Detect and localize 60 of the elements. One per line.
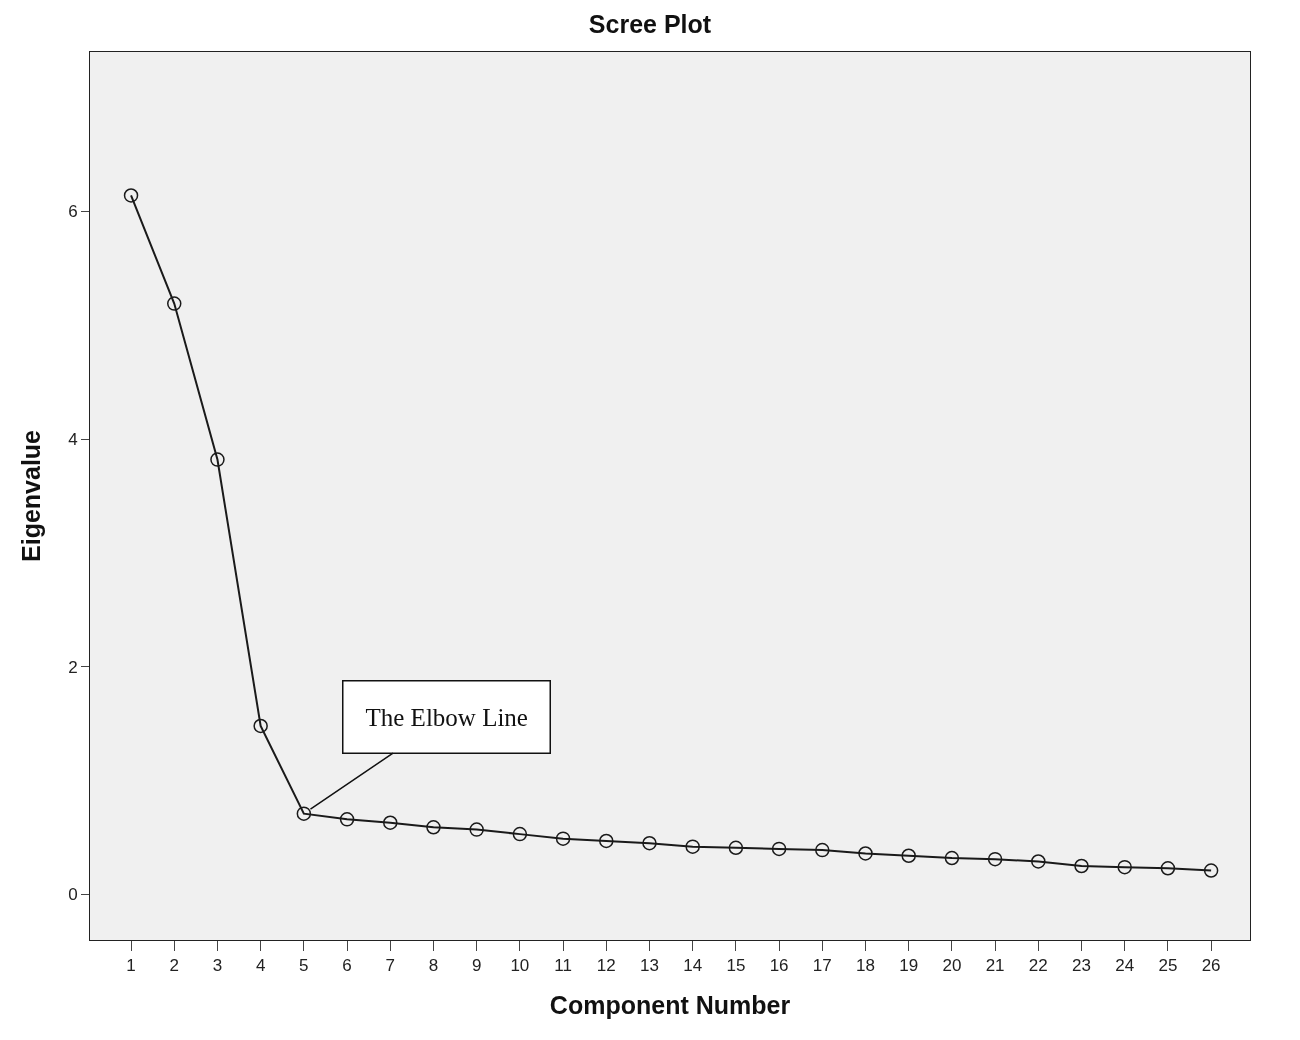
x-tick-label: 26 bbox=[1201, 956, 1221, 976]
point bbox=[815, 842, 830, 858]
point bbox=[858, 846, 873, 861]
x-tick-label: 20 bbox=[942, 956, 962, 976]
x-tick-label: 21 bbox=[985, 956, 1005, 976]
x-tick-label: 8 bbox=[428, 956, 439, 976]
annotation: The Elbow Line bbox=[365, 703, 528, 731]
x-tick-label: 12 bbox=[596, 956, 616, 976]
x-tick-label: 10 bbox=[510, 956, 530, 976]
point bbox=[123, 188, 139, 203]
y-tick-label: 4 bbox=[68, 430, 78, 450]
point bbox=[253, 718, 268, 734]
x-tick-label: 25 bbox=[1158, 956, 1178, 976]
x-tick-label: 2 bbox=[169, 956, 179, 976]
point bbox=[167, 296, 182, 311]
x-tick-label: 7 bbox=[385, 956, 395, 976]
y-tick-label: 2 bbox=[68, 657, 78, 677]
point bbox=[210, 452, 225, 467]
x-tick-label: 16 bbox=[769, 956, 789, 976]
point bbox=[1160, 861, 1176, 876]
x-tick-label: 15 bbox=[726, 956, 746, 976]
point bbox=[512, 826, 528, 842]
point bbox=[555, 831, 571, 846]
y-tick-label: 0 bbox=[68, 885, 78, 905]
x-tick-label: 23 bbox=[1072, 956, 1091, 976]
point bbox=[987, 851, 1003, 867]
point bbox=[1031, 854, 1046, 869]
x-axis-title: Component Number bbox=[549, 991, 791, 1020]
x-tick-label: 24 bbox=[1115, 956, 1135, 976]
y-tick-label: 6 bbox=[68, 202, 78, 222]
point bbox=[339, 812, 355, 827]
point bbox=[383, 815, 398, 830]
point bbox=[1074, 858, 1089, 874]
point bbox=[642, 835, 657, 851]
x-tick-label: 1 bbox=[126, 956, 136, 976]
chart-title: Scree Plot bbox=[588, 10, 712, 39]
x-tick-label: 9 bbox=[471, 956, 482, 976]
x-tick-label: 4 bbox=[255, 956, 266, 976]
x-tick-label: 5 bbox=[299, 956, 309, 976]
x-tick-label: 14 bbox=[683, 956, 703, 976]
point bbox=[1117, 859, 1132, 875]
x-tick-label: 17 bbox=[812, 956, 832, 976]
x-tick-label: 13 bbox=[640, 956, 659, 976]
x-tick-label: 3 bbox=[212, 956, 223, 976]
x-tick-label: 11 bbox=[554, 956, 572, 976]
point bbox=[728, 840, 744, 856]
point bbox=[1203, 863, 1219, 878]
x-tick-label: 19 bbox=[899, 956, 919, 976]
point bbox=[901, 848, 916, 863]
point bbox=[426, 820, 441, 835]
point bbox=[469, 822, 484, 837]
point bbox=[685, 839, 700, 854]
point bbox=[771, 841, 787, 857]
y-axis-title: Eigenvalue bbox=[16, 429, 45, 562]
x-tick-label: 22 bbox=[1028, 956, 1048, 976]
point bbox=[296, 806, 312, 821]
point bbox=[599, 833, 614, 849]
x-tick-label: 6 bbox=[342, 956, 352, 976]
x-tick-label: 18 bbox=[856, 956, 875, 976]
point bbox=[944, 850, 960, 866]
